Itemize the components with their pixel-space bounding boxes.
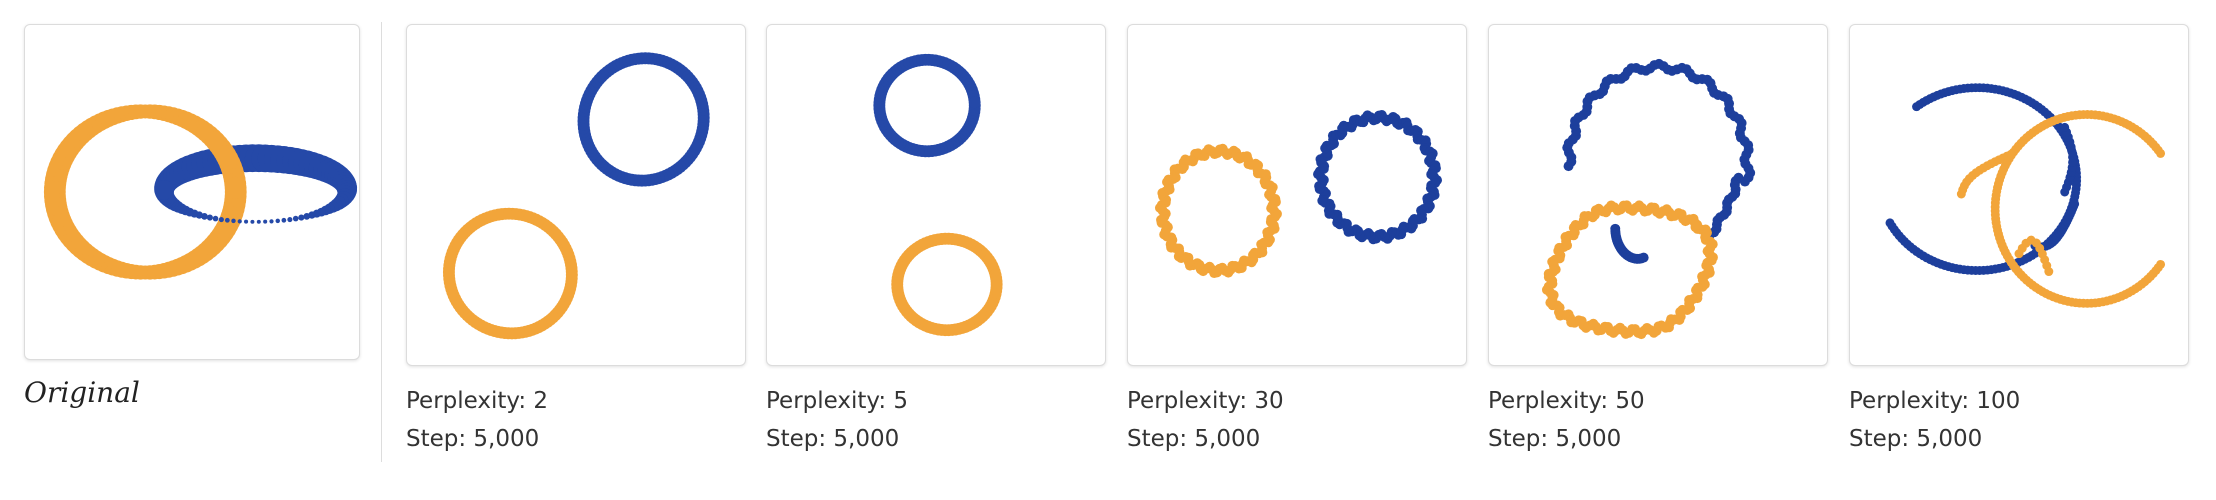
original-panel: [24, 24, 360, 360]
perplexity-label: Perplexity: 5: [766, 388, 909, 414]
orange-point: [1690, 222, 1701, 233]
panel-perplexity-30: [1127, 24, 1467, 366]
orange-point: [990, 275, 1003, 288]
blue-point: [292, 215, 299, 222]
blue-point: [263, 219, 268, 224]
step-label: Step: 5,000: [1488, 426, 1622, 452]
panel-perplexity-2: [406, 24, 746, 366]
blue-point: [2060, 122, 2070, 132]
blue-point: [287, 216, 293, 223]
perplexity-label: Perplexity: 30: [1127, 388, 1284, 414]
blue-point: [275, 218, 280, 224]
orange-point: [2156, 148, 2166, 158]
plot-perplexity-50: [1541, 58, 1756, 340]
blue-point: [303, 213, 311, 220]
perplexity-label: Perplexity: 100: [1849, 388, 2021, 414]
orange-point: [224, 176, 247, 199]
blue-point: [2070, 199, 2080, 209]
perplexity-label: Perplexity: 2: [406, 388, 549, 414]
blue-point: [968, 96, 981, 109]
orange-point: [2044, 267, 2054, 277]
plot-perplexity-100: [1885, 83, 2166, 308]
blue-point: [206, 214, 213, 221]
blue-point: [1885, 218, 1895, 228]
perplexity-label: Perplexity: 50: [1488, 388, 1645, 414]
orange-point: [2006, 149, 2016, 159]
blue-point: [237, 219, 242, 224]
plot-perplexity-5: [873, 53, 1003, 337]
panel-perplexity-100: [1849, 24, 2189, 366]
blue-point: [218, 216, 224, 223]
divider: [381, 22, 382, 462]
step-label: Step: 5,000: [406, 426, 540, 452]
blue-point: [212, 215, 219, 222]
blue-point: [231, 218, 236, 224]
blue-point: [154, 180, 175, 200]
blue-point: [298, 214, 305, 221]
blue-point: [250, 219, 255, 224]
blue-point: [1426, 169, 1437, 180]
orange-point: [564, 282, 577, 295]
blue-point: [691, 138, 704, 151]
original-plot: [43, 104, 358, 280]
orange-point: [1266, 203, 1277, 214]
step-label: Step: 5,000: [1849, 426, 1983, 452]
blue-point: [281, 217, 287, 223]
blue-point: [224, 217, 230, 223]
blue-point: [256, 219, 261, 224]
plot-perplexity-30: [1154, 109, 1443, 279]
blue-point: [244, 219, 249, 224]
blue-point: [1638, 252, 1649, 263]
blue-point: [308, 211, 316, 219]
original-label: Original: [24, 376, 140, 409]
step-label: Step: 5,000: [1127, 426, 1261, 452]
blue-point: [269, 219, 274, 224]
step-label: Step: 5,000: [766, 426, 900, 452]
plot-perplexity-2: [442, 52, 710, 340]
panel-perplexity-5: [766, 24, 1106, 366]
panel-perplexity-50: [1488, 24, 1828, 366]
